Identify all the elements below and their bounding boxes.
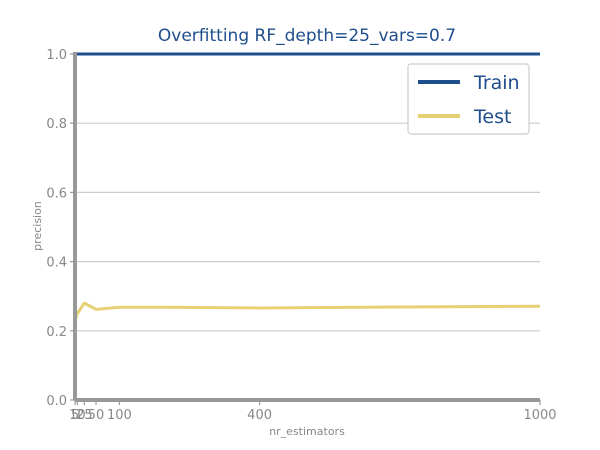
x-tick-label: 1000 — [523, 408, 556, 423]
series-line-test — [73, 301, 541, 321]
y-tick-label: 0.6 — [46, 186, 67, 201]
y-tick-label: 0.8 — [46, 117, 67, 132]
x-tick-label: 100 — [107, 408, 132, 423]
x-axis-label: nr_estimators — [269, 425, 345, 438]
x-tick-label: 10 — [69, 408, 86, 423]
y-tick-label: 0.2 — [46, 325, 67, 340]
legend: Train Test — [407, 63, 530, 135]
y-tick-label: 0.4 — [46, 256, 67, 271]
x-tick-label: 400 — [247, 408, 272, 423]
chart-title: Overfitting RF_depth=25_vars=0.7 — [158, 26, 456, 46]
y-tick-label: 1.0 — [46, 48, 67, 63]
x-tick-label: 5 — [71, 408, 79, 423]
series-lines — [73, 52, 541, 321]
y-tick-labels: 0.0 0.2 0.4 0.6 0.8 1.0 — [46, 48, 75, 409]
x-tick-label: 25 — [76, 408, 93, 423]
y-tick-label: 0.0 — [46, 394, 67, 409]
x-tick-label: 50 — [88, 408, 105, 423]
y-axis-label: precision — [31, 201, 44, 251]
legend-label-test: Test — [473, 106, 511, 128]
legend-label-train: Train — [473, 72, 520, 94]
